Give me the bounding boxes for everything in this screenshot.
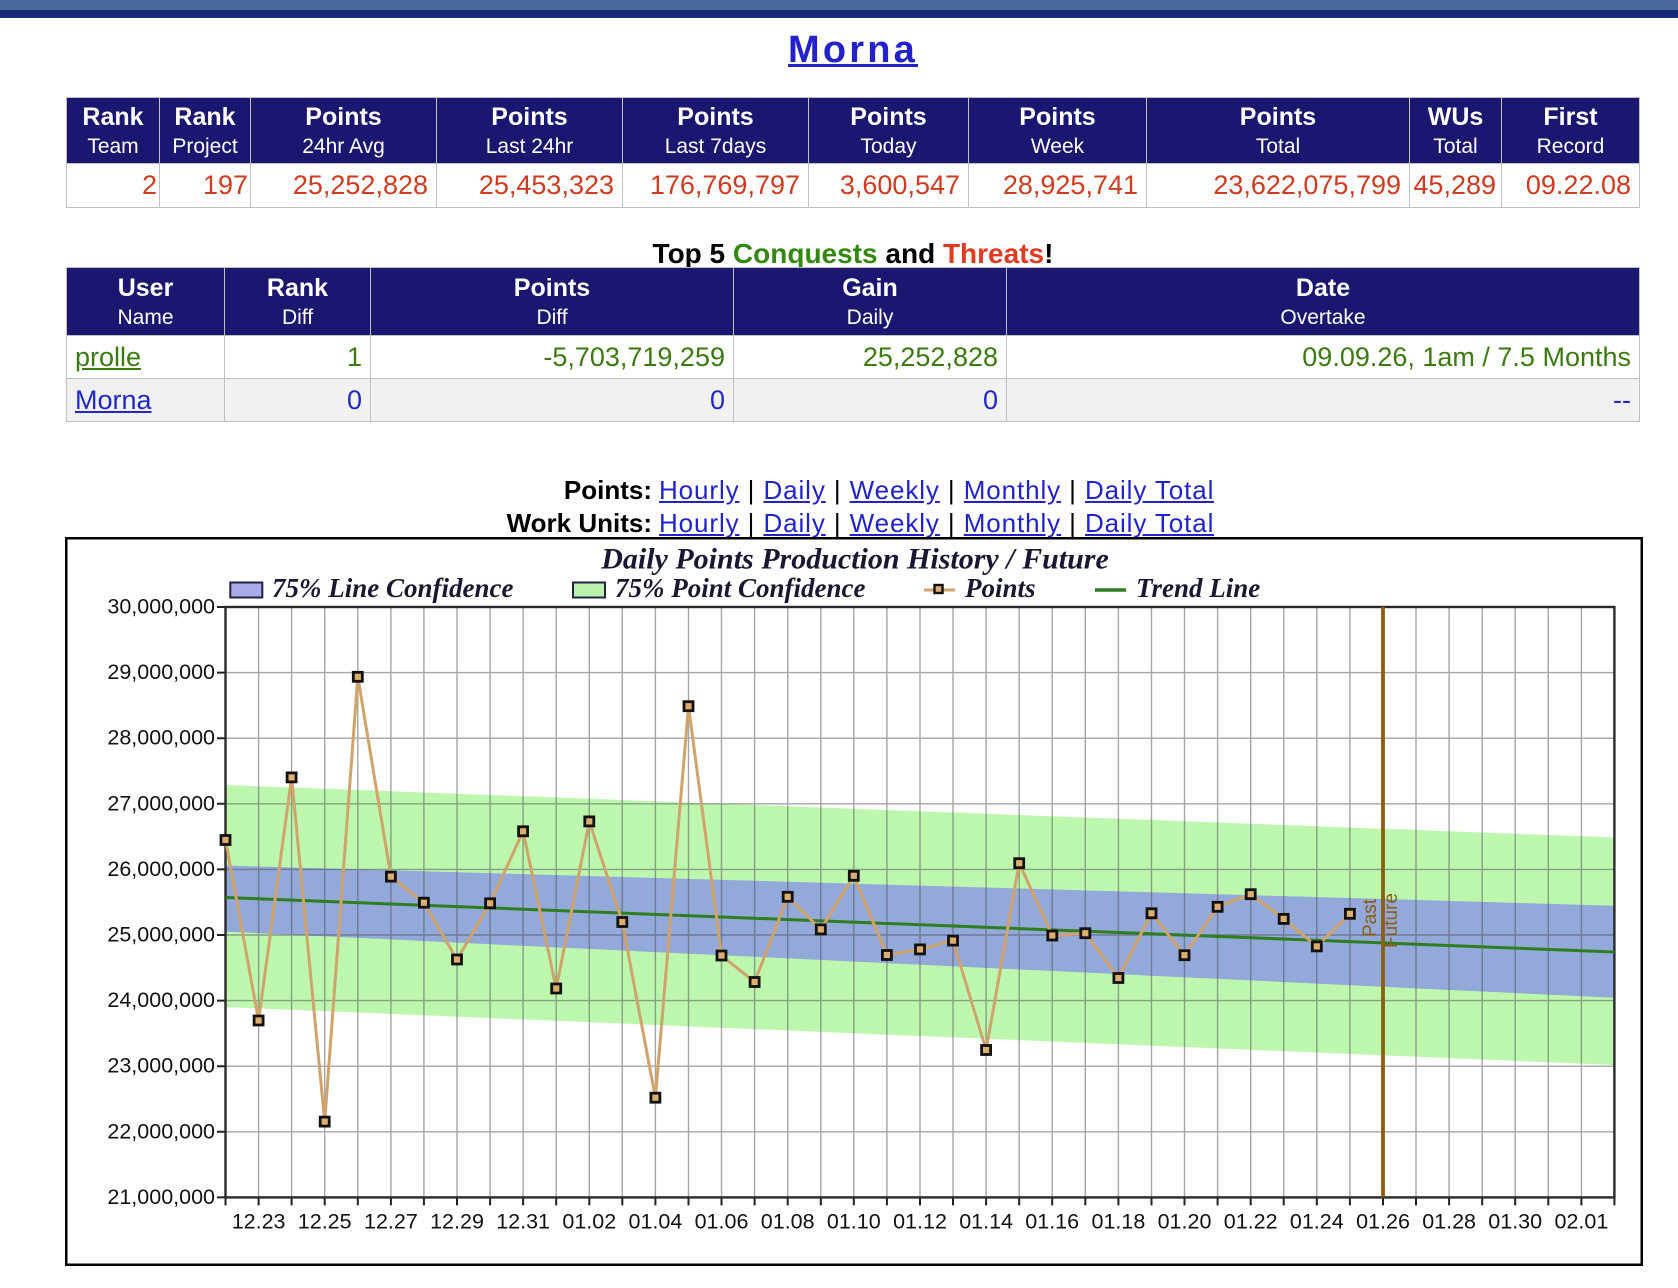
svg-text:01.02: 01.02 [562,1209,616,1233]
svg-text:02.01: 02.01 [1554,1209,1608,1233]
svg-text:01.10: 01.10 [827,1209,881,1233]
svg-text:22,000,000: 22,000,000 [107,1119,215,1143]
svg-text:24,000,000: 24,000,000 [107,988,215,1012]
svg-text:30,000,000: 30,000,000 [107,595,215,619]
svg-text:12.25: 12.25 [298,1209,352,1233]
svg-text:23,000,000: 23,000,000 [107,1054,215,1078]
svg-text:12.23: 12.23 [232,1209,286,1233]
svg-text:21,000,000: 21,000,000 [107,1185,215,1209]
svg-text:01.18: 01.18 [1091,1209,1145,1233]
svg-text:75% Line Confidence: 75% Line Confidence [272,573,513,603]
svg-text:12.27: 12.27 [364,1209,418,1233]
svg-text:01.16: 01.16 [1025,1209,1079,1233]
svg-text:01.06: 01.06 [695,1209,749,1233]
svg-text:01.20: 01.20 [1158,1209,1212,1233]
svg-text:29,000,000: 29,000,000 [107,660,215,684]
svg-text:01.28: 01.28 [1422,1209,1476,1233]
svg-text:Trend Line: Trend Line [1136,573,1260,603]
svg-text:27,000,000: 27,000,000 [107,791,215,815]
svg-text:Points: Points [964,573,1036,603]
svg-text:01.12: 01.12 [893,1209,947,1233]
svg-text:01.30: 01.30 [1488,1209,1542,1233]
svg-text:01.22: 01.22 [1224,1209,1278,1233]
svg-text:28,000,000: 28,000,000 [107,726,215,750]
svg-text:75% Point Confidence: 75% Point Confidence [615,573,866,603]
svg-text:12.31: 12.31 [496,1209,550,1233]
svg-text:01.14: 01.14 [959,1209,1013,1233]
svg-text:01.04: 01.04 [628,1209,682,1233]
svg-text:Past: Past [1360,898,1381,937]
svg-text:26,000,000: 26,000,000 [107,857,215,881]
svg-text:12.29: 12.29 [430,1209,484,1233]
svg-text:01.24: 01.24 [1290,1209,1344,1233]
svg-text:Future: Future [1381,893,1402,948]
svg-text:25,000,000: 25,000,000 [107,923,215,947]
svg-text:01.26: 01.26 [1356,1209,1410,1233]
svg-text:01.08: 01.08 [761,1209,815,1233]
svg-text:Daily Points Production Histor: Daily Points Production History / Future [600,543,1109,576]
